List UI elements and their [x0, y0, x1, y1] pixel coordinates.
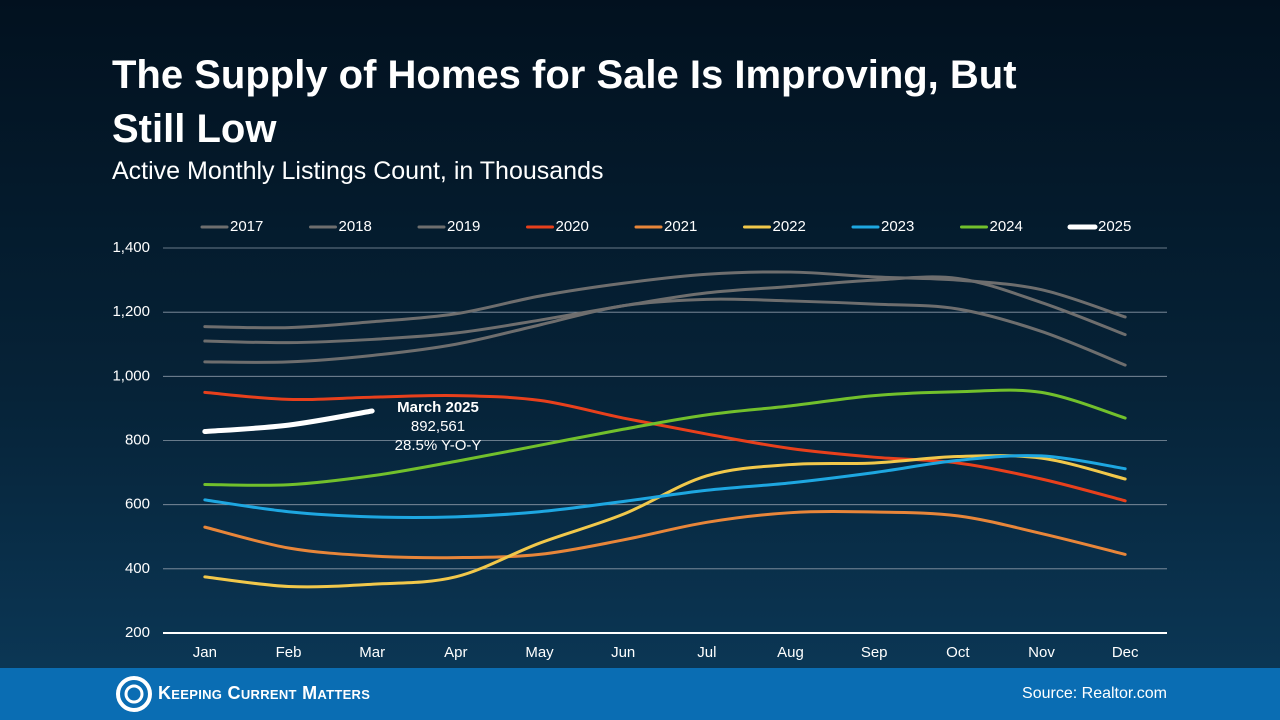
y-tick-label: 1,000: [112, 367, 150, 384]
x-tick-label: Dec: [1112, 644, 1139, 661]
legend-label: 2025: [1098, 218, 1131, 235]
series-line: [203, 510, 1127, 560]
legend-label: 2018: [339, 218, 372, 235]
y-tick-label: 1,400: [112, 239, 150, 256]
series-line: [202, 408, 375, 435]
chart: 200 400 600 800 1,000 1,200 1,400 Jan Feb Mar Apr M…: [112, 218, 1167, 661]
x-tick-label: Jan: [193, 644, 217, 661]
legend-label: 2020: [556, 218, 589, 235]
series-line: [203, 454, 1127, 519]
x-tick-label: Oct: [946, 644, 970, 661]
annotation-heading: March 2025: [397, 399, 479, 416]
series-line: [203, 454, 1127, 589]
y-tick-label: 600: [125, 496, 150, 513]
footer: Keeping Current Matters Source: Realtor.…: [0, 668, 1280, 720]
x-tick-label: Aug: [777, 644, 804, 661]
x-tick-label: Mar: [359, 644, 385, 661]
legend-label: 2017: [230, 218, 263, 235]
source: Source: Realtor.com: [1022, 685, 1167, 702]
legend-label: 2023: [881, 218, 914, 235]
annotation-line: 28.5% Y-O-Y: [395, 437, 482, 454]
brand: Keeping Current Matters: [158, 683, 371, 703]
legend-label: 2022: [773, 218, 806, 235]
series-line: [203, 275, 1127, 345]
chart-title: The Supply of Homes for Sale Is Improvin…: [112, 53, 1017, 151]
series-line: [203, 297, 1127, 367]
series-line: [203, 390, 1127, 503]
x-tick-label: Sep: [861, 644, 888, 661]
x-tick-label: Feb: [276, 644, 302, 661]
legend-label: 2024: [990, 218, 1023, 235]
x-tick-label: Jun: [611, 644, 635, 661]
y-tick-label: 1,200: [112, 303, 150, 320]
y-tick-label: 800: [125, 431, 150, 448]
y-tick-label: 400: [125, 560, 150, 577]
series-line: [203, 388, 1127, 487]
y-tick-label: 200: [125, 624, 150, 641]
chart-subtitle: Active Monthly Listings Count, in Thousa…: [112, 157, 604, 185]
annotation-line: 892,561: [411, 418, 465, 435]
x-tick-label: Jul: [697, 644, 716, 661]
x-tick-label: Apr: [444, 644, 467, 661]
legend-label: 2019: [447, 218, 480, 235]
legend-label: 2021: [664, 218, 697, 235]
x-tick-label: May: [525, 644, 554, 661]
logo-icon: [116, 676, 152, 712]
x-tick-label: Nov: [1028, 644, 1055, 661]
